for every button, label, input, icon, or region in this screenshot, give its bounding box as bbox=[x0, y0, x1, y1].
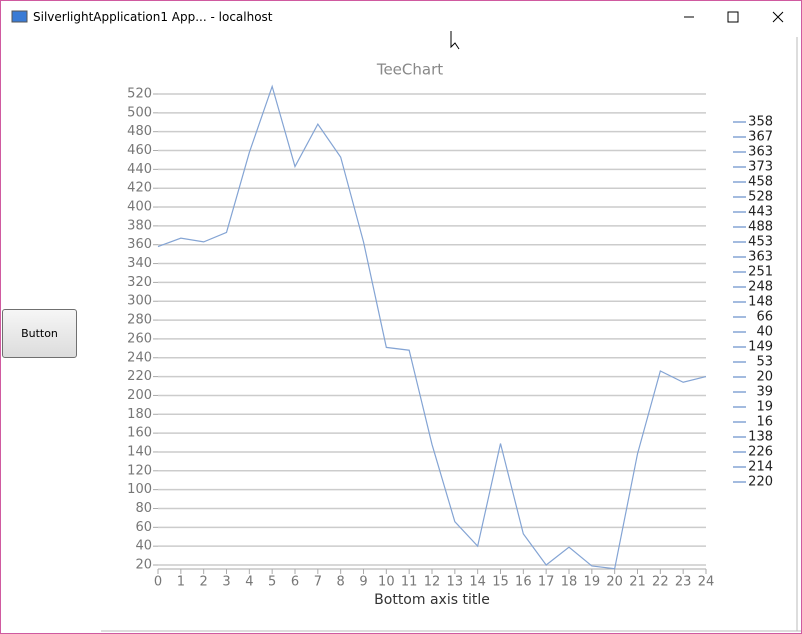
y-tick-label: 100 bbox=[127, 482, 152, 497]
y-tick-label: 400 bbox=[127, 200, 152, 215]
x-tick-label: 23 bbox=[675, 575, 692, 590]
x-tick-label: 10 bbox=[378, 575, 395, 590]
legend-label: 528 bbox=[748, 190, 773, 205]
line bbox=[157, 84, 707, 570]
maximize[interactable] bbox=[727, 11, 739, 23]
legend-label: 363 bbox=[748, 145, 773, 160]
y-tick-label: 440 bbox=[127, 162, 152, 177]
x-tick-label: 16 bbox=[515, 575, 532, 590]
legend-label: 358 bbox=[748, 115, 773, 130]
y-tick-label: 160 bbox=[127, 426, 152, 441]
window-title: SilverlightApplication1 App... - localho… bbox=[33, 10, 273, 24]
cursor bbox=[450, 31, 460, 50]
legend-label: 66 bbox=[756, 310, 773, 325]
x-axis-title: Bottom axis title bbox=[374, 592, 490, 608]
close[interactable] bbox=[772, 11, 784, 23]
legend-label: 453 bbox=[748, 235, 773, 250]
legend-label: 373 bbox=[748, 160, 773, 175]
y-tick-label: 380 bbox=[127, 218, 152, 233]
y-tick-label: 120 bbox=[127, 463, 152, 478]
y-tick-label: 220 bbox=[127, 369, 152, 384]
y-tick-label: 500 bbox=[127, 105, 152, 120]
x-tick-label: 17 bbox=[538, 575, 555, 590]
x-tick-label: 22 bbox=[652, 575, 669, 590]
x-tick-label: 19 bbox=[584, 575, 601, 590]
legend-label: 443 bbox=[748, 205, 773, 220]
x-tick-label: 7 bbox=[314, 575, 322, 590]
y-tick-label: 320 bbox=[127, 275, 152, 290]
x-tick-label: 13 bbox=[447, 575, 464, 590]
y-tick-label: 340 bbox=[127, 256, 152, 271]
x-tick-label: 20 bbox=[606, 575, 623, 590]
y-tick-label: 300 bbox=[127, 294, 152, 309]
x-tick-label: 0 bbox=[154, 575, 162, 590]
y-tick-label: 80 bbox=[135, 501, 152, 516]
legend-label: 248 bbox=[748, 280, 773, 295]
y-tick-label: 420 bbox=[127, 181, 152, 196]
chart-title: TeeChart bbox=[376, 61, 443, 79]
legend-label: 226 bbox=[748, 445, 773, 460]
x-tick-label: 24 bbox=[698, 575, 715, 590]
x-tick-label: 2 bbox=[200, 575, 208, 590]
legend-label: 149 bbox=[748, 340, 773, 355]
y-tick-label: 460 bbox=[127, 143, 152, 158]
y-tick-label: 520 bbox=[127, 87, 152, 102]
x-tick-label: 8 bbox=[337, 575, 345, 590]
legend-label: 20 bbox=[756, 370, 773, 385]
x-tick-label: 15 bbox=[492, 575, 509, 590]
x-tick-label: 3 bbox=[222, 575, 230, 590]
legend-label: 458 bbox=[748, 175, 773, 190]
y-tick-label: 480 bbox=[127, 124, 152, 139]
y-tick-label: 280 bbox=[127, 313, 152, 328]
y-tick-label: 240 bbox=[127, 350, 152, 365]
legend-label: 148 bbox=[748, 295, 773, 310]
legend-label: 251 bbox=[748, 265, 773, 280]
y-tick-label: 180 bbox=[127, 407, 152, 422]
legend-label: 214 bbox=[748, 460, 773, 475]
button[interactable]: Button bbox=[2, 309, 77, 358]
x-tick-label: 5 bbox=[268, 575, 276, 590]
legend-label: 19 bbox=[756, 400, 773, 415]
y-tick-label: 40 bbox=[135, 539, 152, 554]
legend-label: 39 bbox=[756, 385, 773, 400]
legend-label: 363 bbox=[748, 250, 773, 265]
x-tick-label: 12 bbox=[424, 575, 441, 590]
y-tick-label: 20 bbox=[135, 558, 152, 573]
legend-label: 488 bbox=[748, 220, 773, 235]
y-tick-label: 260 bbox=[127, 331, 152, 346]
y-tick-label: 360 bbox=[127, 237, 152, 252]
x-tick-label: 11 bbox=[401, 575, 418, 590]
legend-label: 16 bbox=[756, 415, 773, 430]
y-tick-label: 60 bbox=[135, 520, 152, 535]
x-tick-label: 1 bbox=[177, 575, 185, 590]
y-tick-label: 140 bbox=[127, 444, 152, 459]
legend-label: 220 bbox=[748, 475, 773, 490]
x-tick-label: 9 bbox=[359, 575, 367, 590]
x-tick-label: 18 bbox=[561, 575, 578, 590]
y-tick-label: 200 bbox=[127, 388, 152, 403]
x-tick-label: 14 bbox=[469, 575, 486, 590]
legend-label: 40 bbox=[756, 325, 773, 340]
x-tick-label: 4 bbox=[245, 575, 253, 590]
legend-label: 367 bbox=[748, 130, 773, 145]
legend-label: 138 bbox=[748, 430, 773, 445]
app-icon bbox=[11, 10, 28, 23]
x-tick-label: 21 bbox=[629, 575, 646, 590]
x-tick-label: 6 bbox=[291, 575, 299, 590]
legend-label: 53 bbox=[756, 355, 773, 370]
